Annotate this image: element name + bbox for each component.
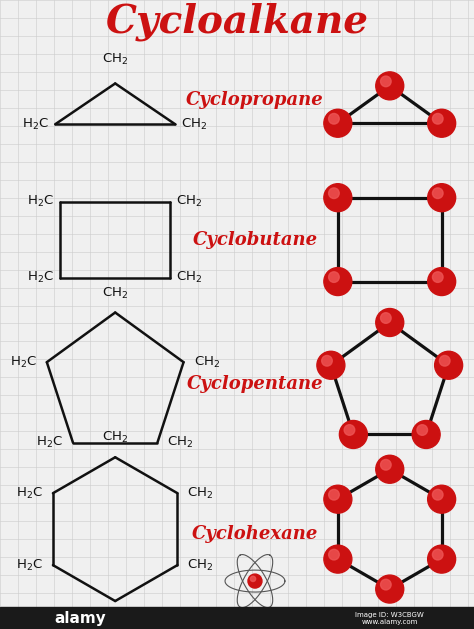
Circle shape [328,489,339,500]
Circle shape [428,485,456,513]
Text: Image ID: W3CBGW: Image ID: W3CBGW [356,612,424,618]
Circle shape [328,188,339,199]
Text: H$_2$C: H$_2$C [16,557,43,572]
Circle shape [432,113,443,124]
Bar [0,607,474,629]
Text: H$_2$C: H$_2$C [27,270,55,285]
Text: Cyclopentane: Cyclopentane [187,376,323,393]
Circle shape [381,76,391,87]
Circle shape [428,545,456,573]
Circle shape [381,459,391,470]
Text: Cyclopropane: Cyclopropane [186,91,324,109]
Circle shape [439,355,450,366]
Circle shape [432,272,443,282]
Circle shape [324,109,352,137]
Text: CH$_2$: CH$_2$ [181,116,207,131]
Circle shape [324,485,352,513]
Circle shape [381,579,391,590]
Text: H$_2$C: H$_2$C [16,486,43,501]
Circle shape [344,425,355,435]
Text: H$_2$C: H$_2$C [27,194,55,209]
Circle shape [412,421,440,448]
Text: Cyclobutane: Cyclobutane [192,231,318,248]
Circle shape [432,549,443,560]
Circle shape [376,575,404,603]
Text: CH$_2$: CH$_2$ [193,355,220,370]
Circle shape [435,351,463,379]
Circle shape [432,489,443,500]
Circle shape [376,308,404,337]
Circle shape [339,421,367,448]
Circle shape [322,355,332,366]
Text: CH$_2$: CH$_2$ [187,486,214,501]
Circle shape [376,455,404,483]
Text: alamy: alamy [55,611,106,625]
Circle shape [250,576,255,581]
Text: Cyclohexane: Cyclohexane [192,525,318,543]
Circle shape [417,425,428,435]
Text: CH$_2$: CH$_2$ [167,435,194,450]
Circle shape [324,267,352,296]
Circle shape [317,351,345,379]
Circle shape [328,549,339,560]
Circle shape [328,113,339,124]
Text: H$_2$C: H$_2$C [10,355,37,370]
Circle shape [324,545,352,573]
Text: CH$_2$: CH$_2$ [187,557,214,572]
Circle shape [428,267,456,296]
Text: CH$_2$: CH$_2$ [102,52,128,67]
Circle shape [328,272,339,282]
Text: CH$_2$: CH$_2$ [176,270,202,285]
Circle shape [248,574,262,588]
Text: CH$_2$: CH$_2$ [176,194,202,209]
Circle shape [432,188,443,199]
Text: CH$_2$: CH$_2$ [102,613,128,628]
Circle shape [324,184,352,212]
Text: H$_2$C: H$_2$C [22,116,49,131]
Circle shape [381,313,391,323]
Text: H$_2$C: H$_2$C [36,435,63,450]
Circle shape [376,72,404,100]
Text: www.alamy.com: www.alamy.com [362,619,418,625]
Circle shape [428,109,456,137]
Text: CH$_2$: CH$_2$ [102,286,128,301]
Text: CH$_2$: CH$_2$ [102,430,128,445]
Text: Cycloalkane: Cycloalkane [106,3,368,42]
Circle shape [428,184,456,212]
